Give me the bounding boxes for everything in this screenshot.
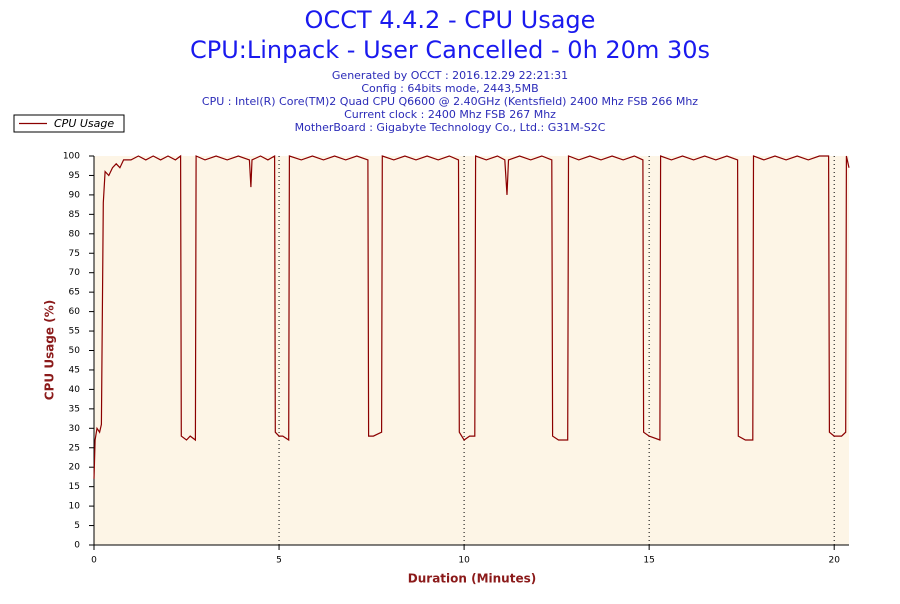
info-line: MotherBoard : Gigabyte Technology Co., L… — [295, 121, 606, 134]
y-tick-label: 25 — [69, 443, 80, 453]
y-tick-label: 85 — [69, 210, 80, 220]
y-tick-label: 55 — [69, 327, 80, 337]
y-tick-label: 30 — [69, 424, 81, 434]
x-tick-label: 20 — [828, 556, 840, 566]
legend-label: CPU Usage — [54, 117, 114, 130]
y-tick-label: 45 — [69, 365, 80, 375]
y-tick-label: 60 — [69, 307, 81, 317]
info-line: Generated by OCCT : 2016.12.29 22:21:31 — [332, 69, 568, 82]
plot-area — [94, 156, 849, 545]
y-tick-label: 20 — [69, 463, 81, 473]
x-tick-label: 0 — [91, 556, 97, 566]
data-line — [93, 154, 850, 479]
x-tick-label: 5 — [276, 556, 282, 566]
x-tick-label: 15 — [643, 556, 654, 566]
y-tick-label: 80 — [69, 229, 81, 239]
info-line: Config : 64bits mode, 2443,5MB — [361, 82, 538, 95]
y-tick-label: 35 — [69, 404, 80, 414]
y-tick-label: 50 — [69, 346, 81, 356]
y-tick-label: 40 — [69, 385, 81, 395]
y-tick-label: 100 — [63, 152, 80, 162]
info-line: Current clock : 2400 Mhz FSB 267 Mhz — [344, 108, 556, 121]
y-tick-label: 75 — [69, 249, 80, 259]
y-tick-label: 95 — [69, 171, 80, 181]
y-tick-label: 70 — [69, 268, 81, 278]
y-tick-label: 90 — [69, 190, 81, 200]
y-axis-label: CPU Usage (%) — [43, 300, 57, 400]
chart-subtitle: CPU:Linpack - User Cancelled - 0h 20m 30… — [190, 36, 710, 64]
legend-box — [13, 114, 125, 133]
y-tick-label: 65 — [69, 288, 80, 298]
y-tick-label: 5 — [74, 521, 80, 531]
x-axis-label: Duration (Minutes) — [408, 572, 536, 586]
info-line: CPU : Intel(R) Core(TM)2 Quad CPU Q6600 … — [202, 95, 698, 108]
y-tick-label: 0 — [74, 541, 80, 551]
y-tick-label: 15 — [69, 482, 80, 492]
y-tick-label: 10 — [69, 502, 81, 512]
chart-title: OCCT 4.4.2 - CPU Usage — [305, 6, 596, 34]
x-tick-label: 10 — [458, 556, 470, 566]
